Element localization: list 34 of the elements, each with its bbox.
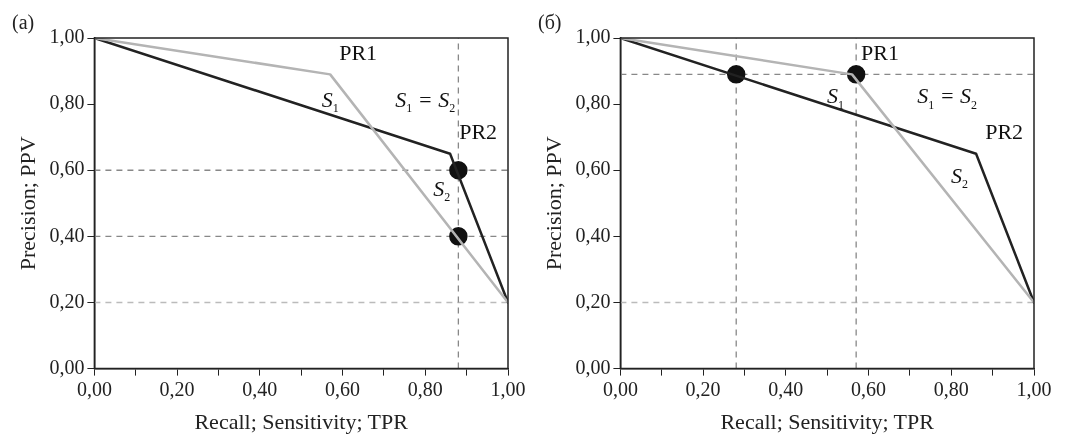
x-tick-label: 0,60 [851, 377, 887, 400]
x-tick-label: 1,00 [490, 377, 526, 400]
x-tick-label: 0,80 [933, 377, 969, 400]
x-tick-label: 0,20 [685, 377, 721, 400]
y-tick-label: 0,00 [575, 355, 611, 378]
x-tick-label: 0,00 [602, 377, 638, 400]
y-axis-title: Precision; PPV [540, 136, 566, 271]
x-axis-title: Recall; Sensitivity; TPR [720, 408, 935, 434]
x-tick-label: 0,00 [76, 377, 112, 400]
y-tick-label: 0,80 [575, 91, 611, 114]
x-axis-title: Recall; Sensitivity; TPR [194, 408, 409, 434]
y-tick-label: 0,40 [575, 223, 611, 246]
series-label: PR2 [985, 119, 1024, 145]
y-axis-title: Precision; PPV [14, 136, 40, 271]
y-tick-label: 0,20 [575, 289, 611, 312]
series-label: PR1 [339, 40, 378, 66]
x-tick-label: 0,80 [407, 377, 443, 400]
x-tick-label: 1,00 [1016, 377, 1052, 400]
x-tick-label: 0,40 [242, 377, 278, 400]
y-tick-label: 1,00 [49, 25, 85, 48]
y-tick-label: 0,60 [49, 157, 85, 180]
y-tick-label: 1,00 [575, 25, 611, 48]
y-tick-label: 0,00 [49, 355, 85, 378]
x-tick-label: 0,40 [768, 377, 804, 400]
x-tick-label: 0,60 [325, 377, 361, 400]
x-tick-label: 0,20 [159, 377, 195, 400]
y-tick-label: 0,60 [575, 157, 611, 180]
y-tick-label: 0,20 [49, 289, 85, 312]
y-tick-label: 0,80 [49, 91, 85, 114]
series-label: PR1 [861, 40, 899, 66]
series-label: PR2 [459, 119, 498, 145]
chart-title: (б) [538, 11, 562, 35]
y-tick-label: 0,40 [49, 223, 85, 246]
chart-title: (a) [12, 11, 35, 35]
